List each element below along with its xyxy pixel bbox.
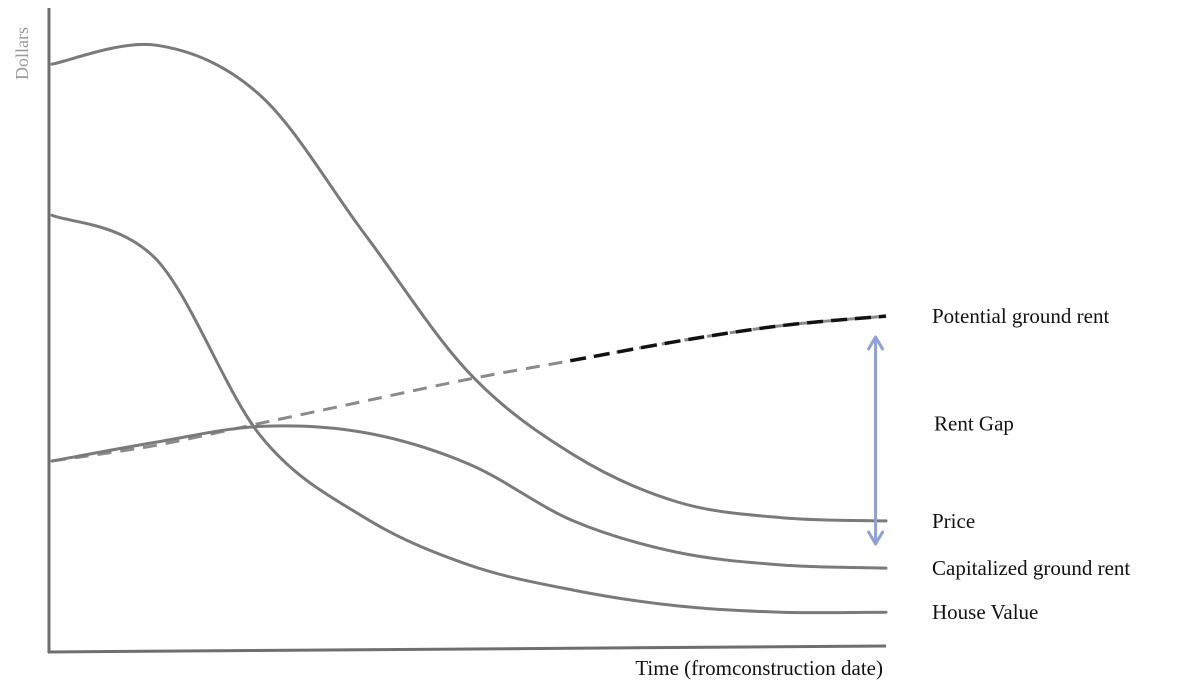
series-label-price: Price (932, 509, 975, 533)
series-line-potential-ground-rent (562, 314, 887, 364)
x-axis (47, 644, 887, 654)
rent-gap-arrow-head-bottom (867, 530, 885, 546)
rent-gap-label: Rent Gap (934, 412, 1014, 436)
annotation-layer: Rent Gap (867, 335, 1014, 546)
x-axis-label: Time (fromconstruction date) (635, 656, 883, 680)
series-label-house-value: House Value (932, 600, 1038, 624)
series-line-capitalized-ground-rent (50, 424, 888, 570)
series-label-capitalized-ground-rent: Capitalized ground rent (932, 556, 1130, 580)
series-label-potential-ground-rent: Potential ground rent (932, 304, 1109, 328)
series-line-potential-ground-rent-light (51, 314, 887, 463)
series-layer (50, 42, 888, 615)
rent-gap-arrow-head-top (867, 335, 885, 351)
series-line-price (50, 42, 888, 523)
chart-axes: Dollars Time (fromconstruction date) (12, 8, 887, 680)
series-line-house-value (50, 213, 888, 615)
series-label-layer: Potential ground rent Price Capitalized gr… (932, 304, 1130, 624)
y-axis-label: Dollars (12, 27, 32, 80)
